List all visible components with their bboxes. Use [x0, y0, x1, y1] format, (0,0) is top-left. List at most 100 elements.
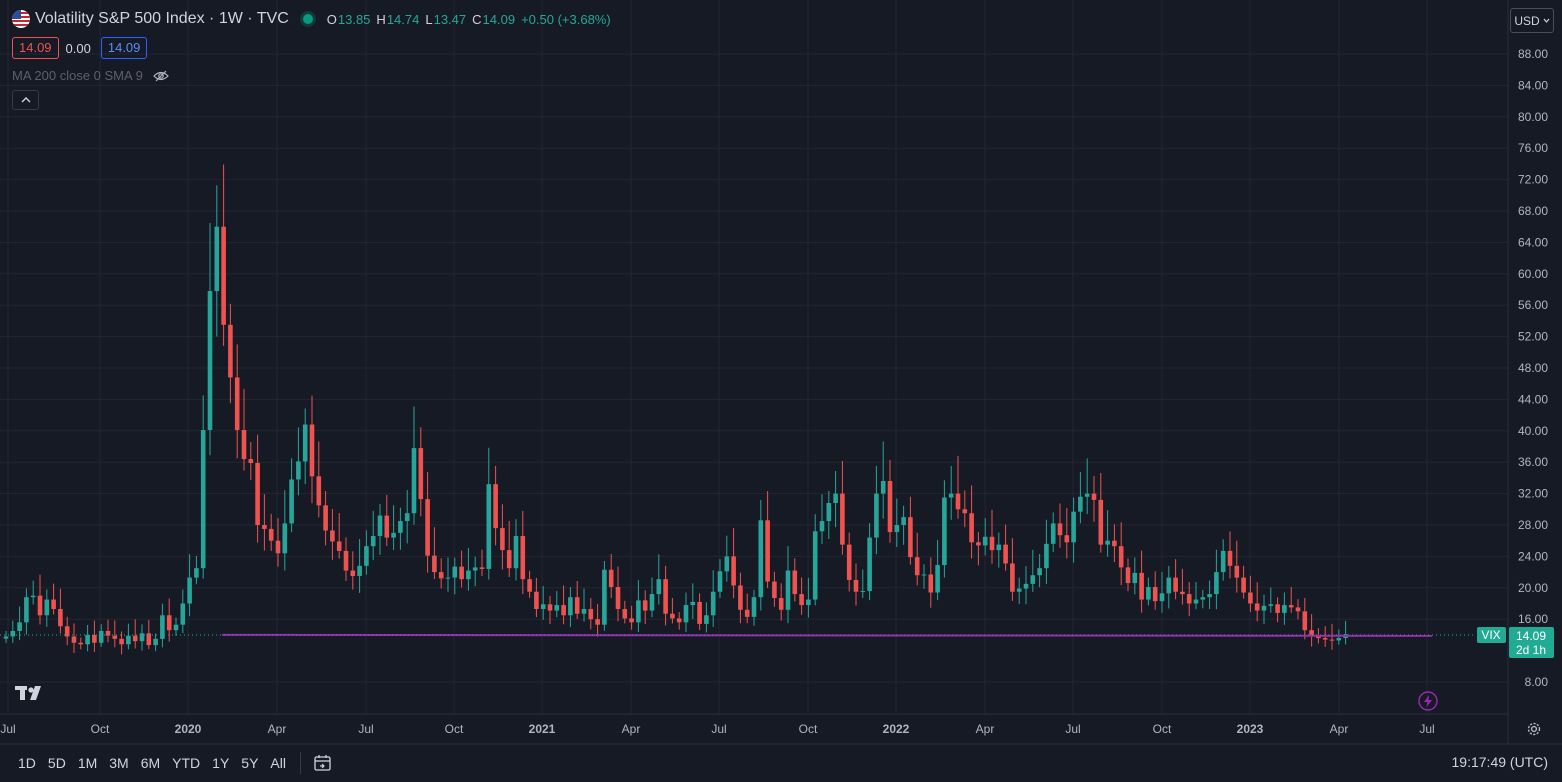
candle-body [1084, 493, 1090, 497]
candle [887, 459, 893, 543]
candle-body [1254, 603, 1260, 611]
candle [996, 532, 1002, 568]
candle [1050, 512, 1056, 552]
candle-body [812, 531, 818, 600]
candle [112, 620, 118, 648]
ohlc-open: O13.85 [326, 11, 371, 27]
timeframe-5d[interactable]: 5D [47, 755, 66, 771]
candle-body [479, 567, 485, 569]
candle-body [17, 622, 22, 631]
candle-body [268, 528, 274, 541]
candle [119, 631, 124, 655]
price-tick-label: 20.00 [1518, 581, 1548, 595]
timeframe-5y[interactable]: 5Y [241, 755, 259, 771]
candle [724, 535, 730, 582]
candle-body [1118, 546, 1124, 568]
candle [316, 441, 322, 518]
candle-body [1030, 575, 1036, 584]
us-flag-icon [12, 10, 30, 28]
tradingview-logo-icon[interactable] [15, 684, 47, 702]
utc-clock[interactable]: 19:17:49 (UTC) [1451, 754, 1548, 770]
collapse-legend-button[interactable] [12, 90, 39, 110]
timeframe-1y[interactable]: 1Y [212, 755, 230, 771]
candle-body [833, 493, 838, 504]
candle [962, 490, 968, 528]
candle-body [840, 493, 845, 545]
candle-body [1098, 499, 1104, 545]
timeframe-1d[interactable]: 1D [18, 755, 36, 771]
timeframe-3m[interactable]: 3M [109, 755, 129, 771]
eye-hidden-icon[interactable] [152, 70, 169, 82]
buy-button[interactable]: 14.09 [100, 37, 148, 59]
candle [1098, 472, 1104, 553]
candle-body [846, 544, 852, 580]
candle [452, 557, 458, 595]
candle [948, 465, 954, 520]
candle-body [357, 565, 362, 577]
lightning-icon[interactable] [1418, 691, 1438, 711]
candle-body [132, 635, 138, 642]
currency-selector[interactable]: USD [1510, 8, 1554, 33]
candle-body [1064, 535, 1070, 543]
candle [438, 558, 444, 589]
candle [445, 557, 451, 592]
last-price-tag: VIX 14.09 2d 1h [0, 627, 1554, 658]
price-tick-label: 16.00 [1518, 612, 1548, 626]
candle-body [200, 430, 206, 569]
candle [690, 583, 696, 620]
candle-body [1275, 604, 1280, 613]
candle-body [656, 579, 662, 595]
candle-body [1268, 604, 1274, 606]
candle-body [1241, 577, 1246, 593]
candle-body [663, 579, 668, 614]
candle [1016, 577, 1022, 604]
candle-body [466, 570, 471, 580]
candle [1023, 566, 1029, 605]
time-tick-label: Oct [445, 722, 464, 736]
candle-body [404, 513, 410, 522]
candle-body [1322, 638, 1328, 640]
candle [527, 570, 532, 598]
time-axis: Jul Oct 2020 Apr Jul Oct 2021 Apr Jul Oct 2022 Apr J… [0, 722, 1434, 736]
sell-button[interactable]: 14.09 [12, 37, 59, 59]
settings-gear-icon[interactable] [1525, 720, 1543, 738]
candle-body [751, 597, 757, 617]
symbol-title[interactable]: Volatility S&P 500 Index · 1W · TVC [35, 10, 289, 27]
candle [309, 395, 315, 504]
candle-body [1152, 587, 1158, 602]
candle [595, 604, 600, 637]
candle [1275, 597, 1280, 623]
candle-body [221, 226, 226, 325]
candle-body [153, 638, 158, 646]
candle-body [935, 565, 940, 593]
timeframe-1m[interactable]: 1M [77, 755, 98, 771]
candle [418, 427, 424, 517]
indicator-legend[interactable]: MA 200 close 0 SMA 9 [12, 68, 169, 83]
ohlc-high: H14.74 [376, 11, 420, 27]
timeframe-all[interactable]: All [270, 755, 286, 771]
candle [867, 523, 872, 601]
candle [1336, 629, 1342, 645]
candle [221, 164, 226, 346]
timeframe-6m[interactable]: 6M [140, 755, 161, 771]
candle-body [1282, 605, 1287, 613]
candle [411, 406, 417, 525]
timeframe-ytd[interactable]: YTD [172, 755, 201, 771]
candle-body [880, 481, 886, 494]
candle-body [962, 509, 968, 514]
candle [1241, 565, 1246, 599]
candle [228, 303, 233, 404]
candle-body [187, 577, 192, 604]
calendar-range-icon[interactable] [313, 754, 333, 772]
candle [58, 588, 63, 634]
time-tick-label: Jul [1419, 722, 1434, 736]
price-tick-label: 44.00 [1518, 392, 1548, 406]
candle-body [92, 634, 97, 643]
candle-body [207, 291, 213, 431]
candle-body [921, 574, 927, 576]
time-tick-label: Apr [268, 722, 287, 736]
candle-body [425, 499, 430, 556]
candle-body [520, 535, 526, 580]
candle [1044, 519, 1049, 585]
